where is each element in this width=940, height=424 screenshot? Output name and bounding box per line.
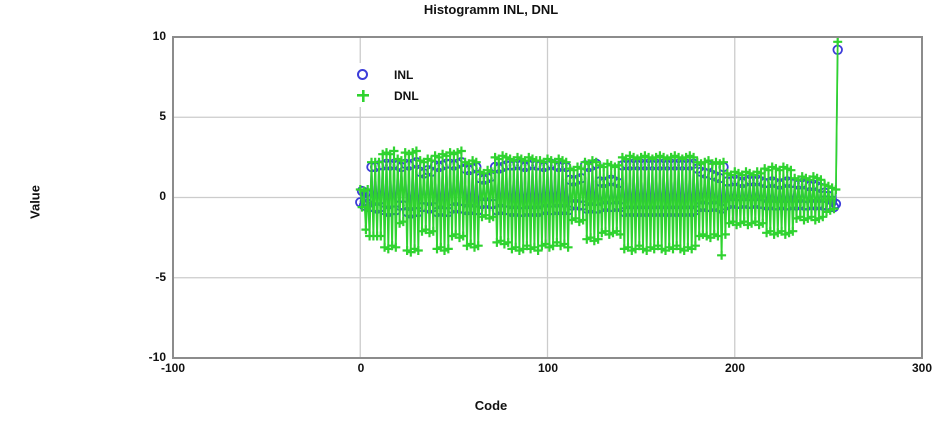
dnl-plus-marker-icon	[357, 89, 369, 102]
y-axis-label: Value	[27, 185, 43, 219]
x-tick-label-n100: -100	[160, 361, 186, 375]
dnl-series	[355, 37, 843, 260]
plot-border	[172, 36, 923, 359]
y-tick-label-5: 5	[159, 109, 166, 123]
legend-label-inl: INL	[394, 67, 414, 82]
legend: INL DNL	[346, 63, 458, 107]
inl-circle-marker-icon	[357, 69, 368, 80]
legend-label-dnl: DNL	[394, 88, 419, 103]
x-tick-label-200: 200	[724, 361, 746, 375]
x-tick-label-300: 300	[911, 361, 933, 375]
x-tick-label-0: 0	[357, 361, 365, 375]
x-axis-label: Code	[474, 398, 508, 413]
legend-item-inl: INL	[346, 64, 458, 85]
x-tick-label-100: 100	[537, 361, 559, 375]
chart-title: Histogramm INL, DNL	[423, 2, 559, 17]
y-tick-label-10: 10	[152, 29, 166, 43]
legend-item-dnl: DNL	[346, 85, 458, 106]
y-tick-label-0: 0	[159, 189, 166, 203]
y-tick-label-n10: -10	[148, 350, 166, 364]
y-tick-label-n5: -5	[155, 270, 166, 284]
